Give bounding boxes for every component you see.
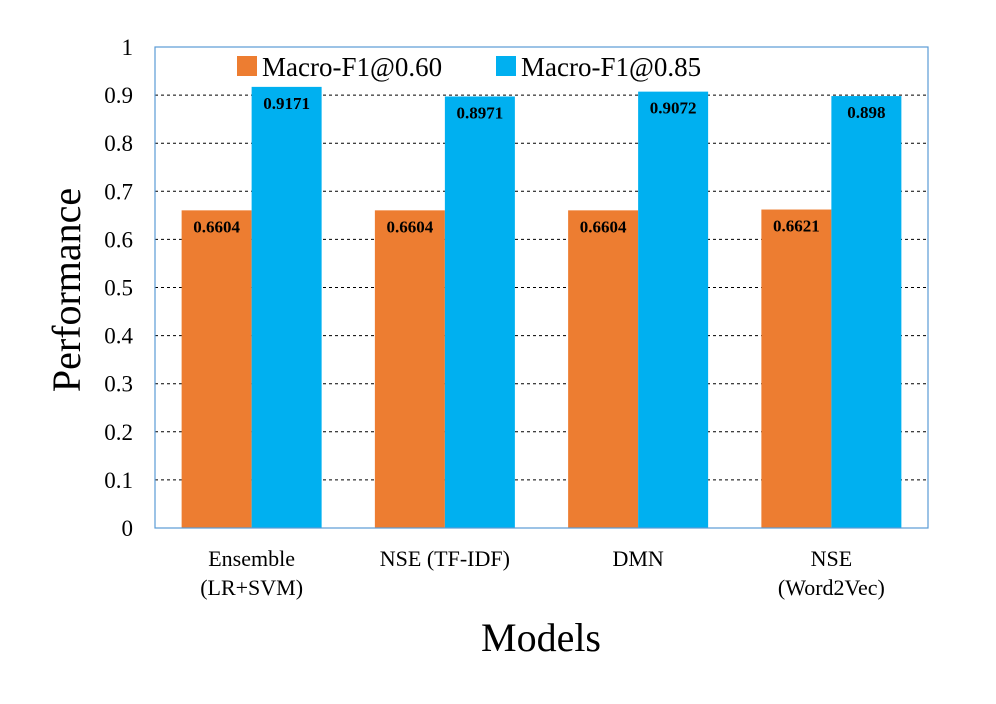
data-label: 0.6604 [580,217,627,236]
legend: Macro-F1@0.60 Macro-F1@0.85 [237,52,701,82]
y-tick-label: 0.5 [104,276,133,301]
y-tick-label: 0.9 [104,83,133,108]
y-tick-label: 0.2 [104,420,133,445]
bar-macro-f1-085 [444,96,515,528]
x-category-label: (LR+SVM) [200,575,303,600]
x-category-label: NSE [811,546,853,571]
y-tick-label: 1 [122,35,134,60]
x-axis-categories: Ensemble (LR+SVM) NSE (TF-IDF) DMN NSE (Word2… [200,546,885,600]
data-label: 0.9072 [650,99,697,118]
y-axis-title: Performance [44,188,89,392]
x-category-label: Ensemble [208,546,295,571]
bar-macro-f1-060 [181,210,252,528]
bar-macro-f1-060 [374,210,445,528]
data-label: 0.6621 [773,217,820,236]
bar-macro-f1-060 [761,209,832,528]
legend-swatch [237,56,257,76]
x-category-label: DMN [612,546,663,571]
y-tick-label: 0.6 [104,227,133,252]
y-tick-label: 0.4 [104,324,133,349]
y-axis-ticks: 0 0.1 0.2 0.3 0.4 0.5 0.6 0.7 0.8 0.9 1 [104,35,133,541]
data-label: 0.6604 [193,217,240,236]
bar-macro-f1-085 [638,91,709,528]
data-label: 0.9171 [263,94,310,113]
legend-swatch [496,56,516,76]
data-labels: 0.6604 0.9171 0.6604 0.8971 0.6604 0.9072 0.66… [193,94,885,236]
x-axis-title: Models [481,615,601,660]
y-tick-label: 0.8 [104,131,133,156]
bar-macro-f1-085 [251,86,322,528]
y-tick-label: 0.1 [104,468,133,493]
y-tick-label: 0.7 [104,179,133,204]
y-tick-label: 0 [122,516,134,541]
x-category-label: (Word2Vec) [778,575,885,600]
plot-area-border [154,46,929,529]
x-category-label: NSE (TF-IDF) [380,546,510,571]
legend-label: Macro-F1@0.60 [262,52,442,82]
bars [181,86,902,528]
legend-label: Macro-F1@0.85 [521,52,701,82]
data-label: 0.898 [847,103,885,122]
bar-macro-f1-085 [831,96,902,528]
data-label: 0.8971 [457,103,504,122]
bar-macro-f1-060 [568,210,639,528]
y-tick-label: 0.3 [104,372,133,397]
data-label: 0.6604 [387,217,434,236]
